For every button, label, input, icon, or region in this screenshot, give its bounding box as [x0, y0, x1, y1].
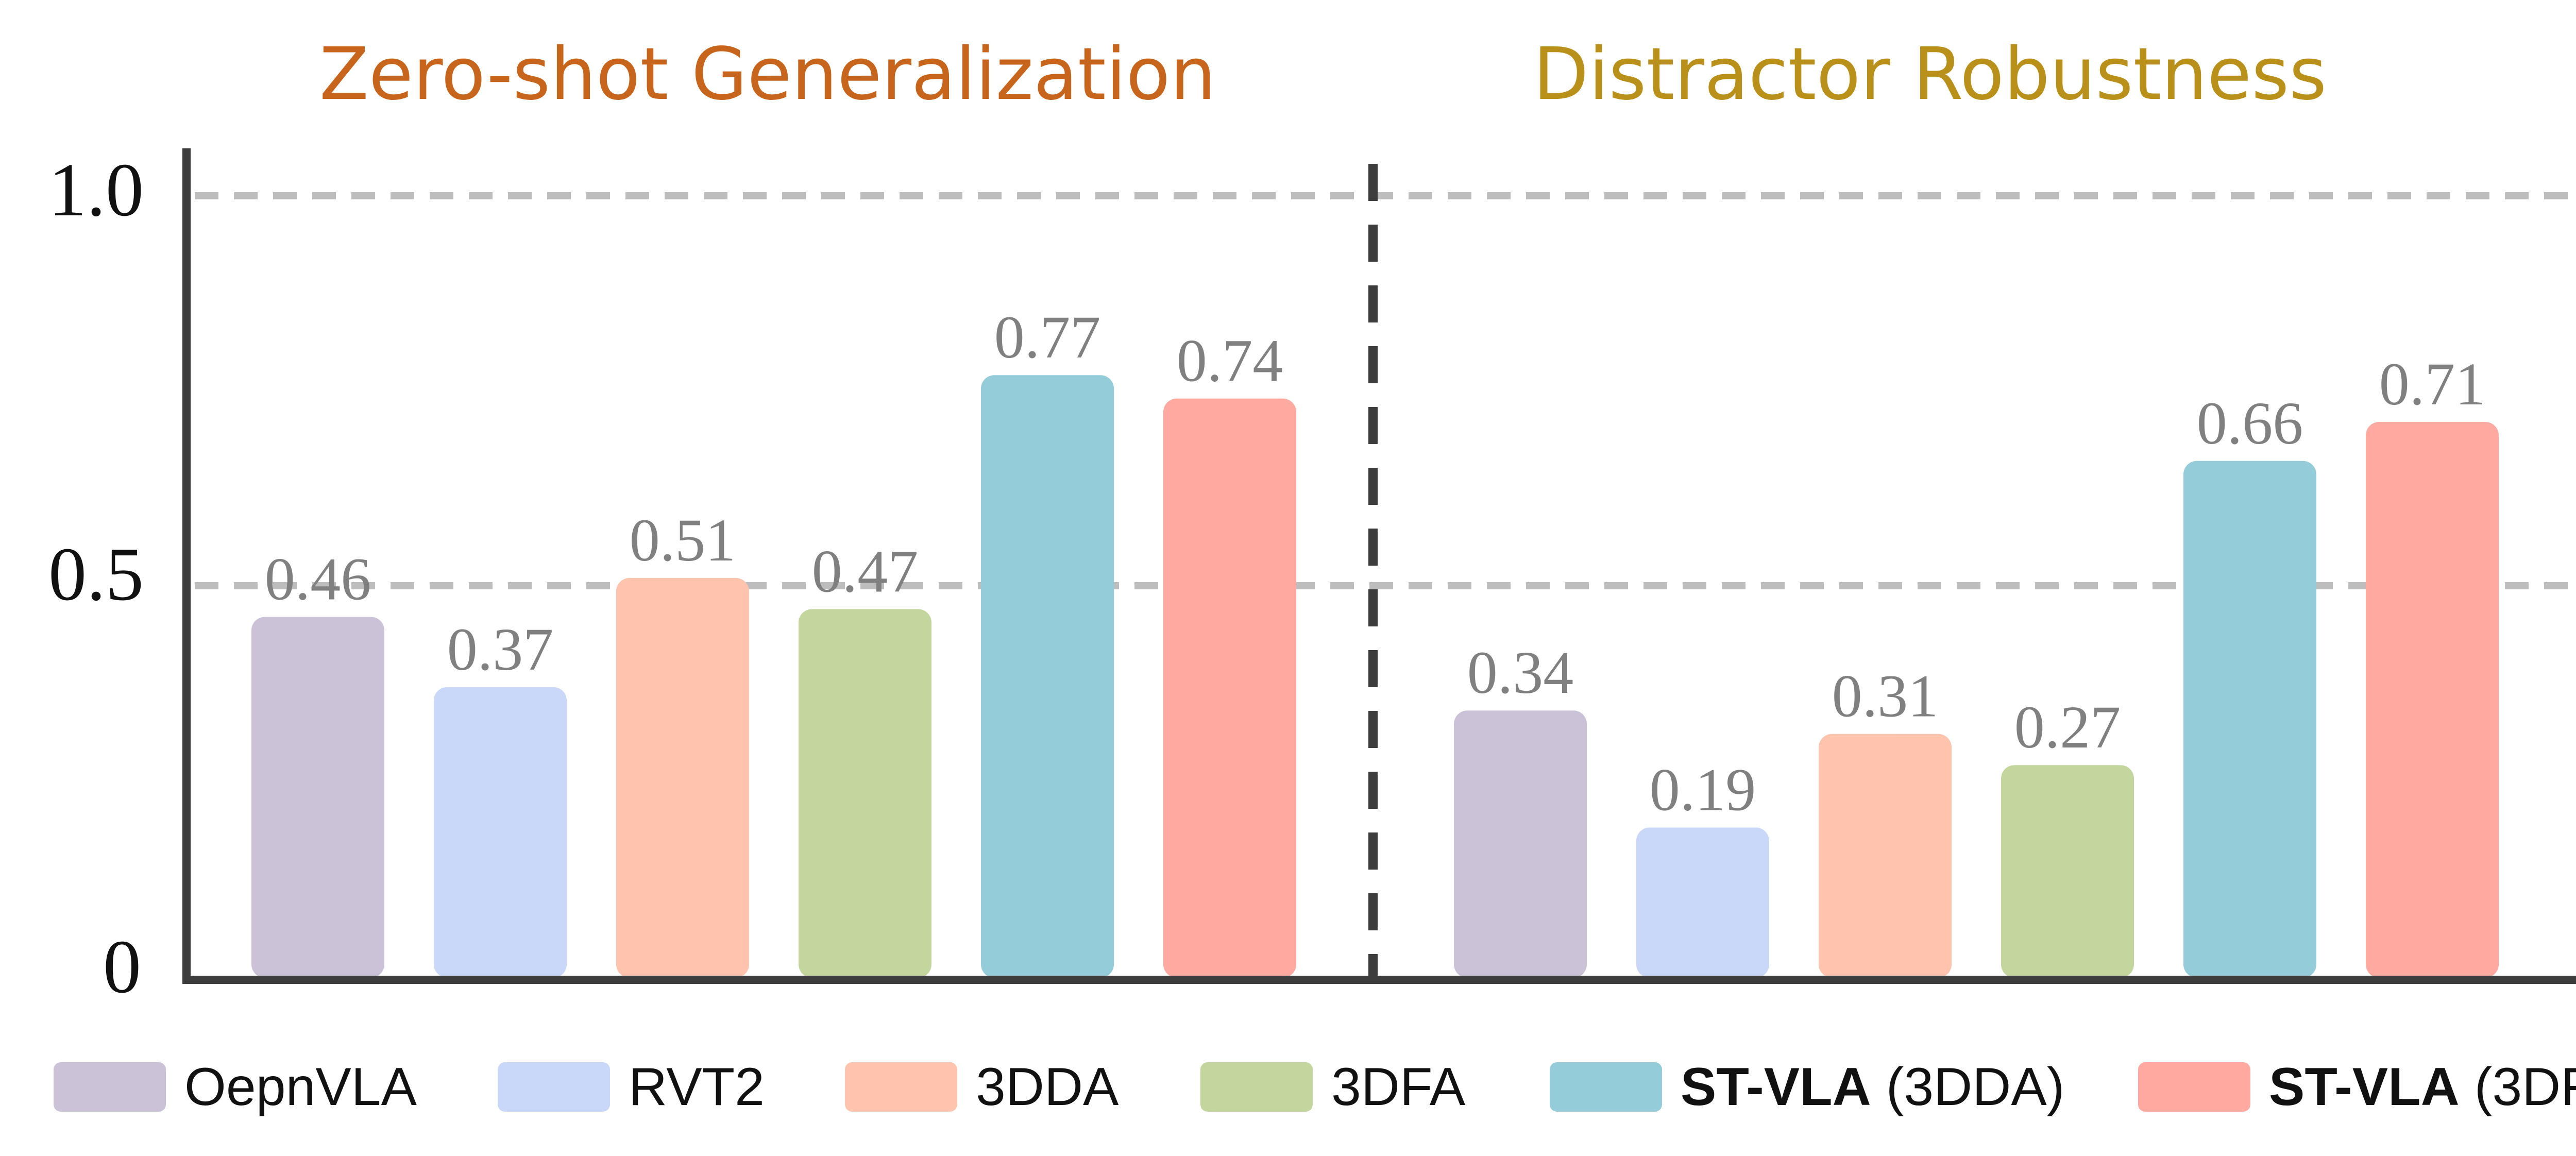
value-label-zero-shot-1: 0.37: [447, 616, 554, 683]
legend-item-st-vla-3dda: ST-VLA (3DDA): [1550, 1051, 2064, 1123]
y-tick-0-5: 0.5: [48, 532, 144, 617]
value-label-zero-shot-3: 0.47: [812, 537, 919, 605]
legend-swatch-openvla: [54, 1062, 166, 1112]
legend: OepnVLA RVT2 3DDA 3DFA ST-VLA (3DDA) ST-…: [0, 1051, 2576, 1123]
legend-item-st-vla-3dfa: ST-VLA (3DFA): [2138, 1051, 2576, 1123]
value-label-distractor-2: 0.31: [1832, 662, 1939, 730]
value-label-distractor-4: 0.66: [2197, 389, 2303, 457]
legend-item-3dda: 3DDA: [845, 1051, 1118, 1123]
bar-distractor-3: [2001, 765, 2134, 978]
value-label-distractor-3: 0.27: [2014, 693, 2121, 761]
legend-label-openvla: OepnVLA: [184, 1057, 417, 1117]
value-labels: 0.46 0.37 0.51 0.47 0.77 0.74 0.34 0.19 0.31 0.27…: [265, 303, 2486, 823]
bar-distractor-4: [2183, 461, 2316, 978]
legend-swatch-rvt2: [498, 1062, 610, 1112]
bar-distractor-5: [2366, 422, 2499, 978]
legend-label-3dfa: 3DFA: [1331, 1057, 1466, 1117]
bar-zero-shot-5: [1163, 398, 1296, 978]
legend-swatch-3dfa: [1200, 1062, 1313, 1112]
legend-label-suffix: (3DFA): [2474, 1057, 2576, 1117]
bar-zero-shot-0: [251, 617, 384, 978]
bar-zero-shot-4: [981, 375, 1114, 978]
bars: [251, 375, 2499, 978]
legend-label-bold: ST-VLA: [2269, 1057, 2460, 1117]
bar-distractor-2: [1819, 734, 1952, 978]
panel-title-zero-shot: Zero-shot Generalization: [319, 32, 1216, 116]
value-label-distractor-1: 0.19: [1650, 756, 1756, 823]
legend-label-rvt2: RVT2: [629, 1057, 765, 1117]
bar-distractor-0: [1454, 710, 1587, 978]
legend-swatch-st-vla-3dfa: [2138, 1062, 2250, 1112]
value-label-zero-shot-0: 0.46: [265, 546, 371, 613]
legend-label-st-vla-3dda: ST-VLA (3DDA): [1681, 1057, 2064, 1118]
bar-zero-shot-1: [434, 687, 567, 978]
legend-swatch-st-vla-3dda: [1550, 1062, 1662, 1112]
bar-chart: 0.46 0.37 0.51 0.47 0.77 0.74 0.34 0.19 0.31 0.27…: [48, 32, 2576, 1009]
value-label-zero-shot-5: 0.74: [1177, 327, 1283, 395]
legend-label-st-vla-3dfa: ST-VLA (3DFA): [2269, 1057, 2576, 1118]
legend-item-rvt2: RVT2: [498, 1051, 765, 1123]
legend-item-openvla: OepnVLA: [54, 1051, 417, 1123]
legend-label-bold: ST-VLA: [1681, 1057, 1871, 1117]
legend-swatch-3dda: [845, 1062, 957, 1112]
panel-title-distractor: Distractor Robustness: [1533, 32, 2327, 116]
value-label-distractor-5: 0.71: [2379, 350, 2486, 418]
value-label-zero-shot-2: 0.51: [630, 506, 736, 574]
y-tick-1-0: 1.0: [48, 148, 144, 232]
bar-zero-shot-3: [799, 609, 931, 978]
legend-label-suffix: (3DDA): [1871, 1057, 2065, 1117]
value-label-distractor-0: 0.34: [1467, 639, 1574, 706]
grid-lines: [195, 192, 2576, 589]
legend-label-3dda: 3DDA: [976, 1057, 1119, 1117]
value-label-zero-shot-4: 0.77: [994, 303, 1101, 371]
y-tick-0: 0: [103, 925, 141, 1009]
bar-zero-shot-2: [616, 577, 749, 978]
bar-distractor-1: [1636, 827, 1769, 978]
legend-item-3dfa: 3DFA: [1200, 1051, 1465, 1123]
